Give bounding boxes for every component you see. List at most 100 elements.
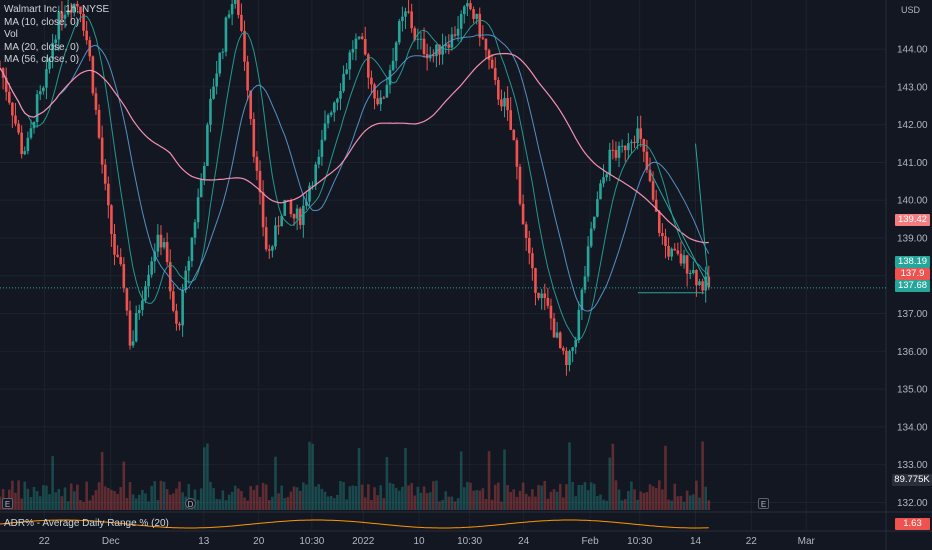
volume-bar-70 [215,498,218,510]
candle-body-144 [444,44,448,47]
price-tick-label: 139.00 [897,234,928,245]
volume-bar-220 [679,495,683,510]
volume-bar-22 [66,501,70,510]
price-tick-label: 136.00 [897,347,928,358]
candle-body-206 [636,128,639,144]
volume-bar-192 [592,483,596,510]
candle-body-57 [175,310,178,324]
candle-body-164 [506,98,509,111]
candle-body-70 [215,73,218,87]
candle-body-125 [385,84,389,98]
volume-bar-178 [549,491,553,510]
volume-bar-148 [456,498,460,510]
earnings-event-icon[interactable]: E [2,498,13,509]
candle-body-186 [574,340,578,348]
volume-bar-108 [332,498,336,510]
candle-body-24 [72,3,76,13]
time-axis[interactable]: 22 Dec 13 20 10:30 2022 10 10:30 24 Feb 10:30 14 22 M… [39,536,816,547]
candle-body-117 [360,36,364,40]
volume-bar-190 [586,490,590,510]
earnings-event-icon-2[interactable]: E [758,498,769,509]
volume-bar-185 [571,481,574,510]
volume-bar-4 [11,480,14,510]
candle-body-87 [267,249,271,251]
candle-body-83 [255,156,259,171]
candle-body-76 [233,0,237,4]
volume-bar-37 [113,490,116,510]
volume-bar-33 [100,451,104,510]
volume-bar-95 [292,486,296,510]
volume-bar-58 [178,481,181,510]
volume-bar-75 [230,491,234,510]
candle-body-54 [165,242,169,263]
volume-bar-191 [589,482,593,510]
volume-bar-55 [168,494,172,510]
volume-bar-155 [478,490,482,510]
volume-bar-131 [404,447,407,510]
candle-body-227 [701,281,704,291]
volume-bar-74 [227,494,231,510]
volume-bar-38 [116,493,119,510]
candle-body-200 [617,145,621,158]
candle-body-175 [540,293,543,299]
legend-vol[interactable]: Vol [4,29,18,40]
price-tick-label: 144.00 [897,45,928,56]
candle-body-159 [490,59,494,69]
volume-bar-140 [432,481,435,510]
candle-body-155 [478,13,482,38]
volume-bar-69 [212,488,215,510]
candle-body-22 [66,9,70,15]
candle-body-156 [481,37,485,39]
candle-body-36 [110,205,113,235]
volume-bar-209 [645,491,649,510]
volume-bar-154 [475,490,478,510]
dividend-event-icon[interactable]: D [185,498,196,509]
volume-bar-115 [354,486,358,510]
candle-body-14 [42,87,45,92]
price-axis[interactable]: 144.00 143.00 142.00 141.00 140.00 139.00 138.… [897,45,928,509]
volume-bar-177 [546,498,550,510]
volume-bar-171 [527,496,531,510]
volume-bar-101 [311,443,314,510]
volume-bar-126 [388,482,392,510]
candle-body-39 [119,256,123,265]
candle-body-61 [187,261,191,271]
trend-line [648,169,710,288]
legend-ma10[interactable]: MA (10, close, 0) [4,16,80,28]
volume-bar-217 [670,500,673,510]
candle-body-190 [586,246,590,277]
volume-bar-49 [150,485,153,510]
volume-bar-207 [639,491,643,510]
volume-bar-113 [348,486,352,510]
candle-body-18 [54,39,58,44]
legend-symbol[interactable]: Walmart Inc., 1h, NYSE [4,4,110,15]
volume-bar-198 [611,443,615,510]
candle-body-43 [131,341,135,346]
candle-body-82 [252,119,256,157]
candle-body-220 [679,253,683,264]
volume-bar-65 [199,488,203,510]
legend-ma56[interactable]: MA (56, close, 0) [4,54,80,65]
volume-bar-213 [657,480,661,510]
adr-indicator-label[interactable]: ADR% - Average Daily Range % (20) [4,518,169,529]
candle-body-21 [63,14,67,19]
candle-body-177 [546,297,550,306]
volume-bar-66 [202,447,206,510]
candle-body-49 [150,261,153,275]
candle-body-163 [503,98,506,107]
candle-body-219 [676,250,680,254]
volume-bar-149 [459,451,463,510]
candle-body-7 [20,132,23,155]
candle-body-109 [336,98,339,103]
volume-bar-228 [704,486,708,510]
volume-bar-67 [206,443,209,510]
volume-bar-176 [543,480,547,510]
candle-body-194 [599,183,602,200]
legend-ma20[interactable]: MA (20, close, 0) [4,41,80,53]
candle-body-143 [441,46,444,55]
candle-body-35 [107,183,110,206]
candle-body-88 [271,246,274,251]
candle-body-201 [620,145,624,147]
candle-body-180 [555,332,559,338]
